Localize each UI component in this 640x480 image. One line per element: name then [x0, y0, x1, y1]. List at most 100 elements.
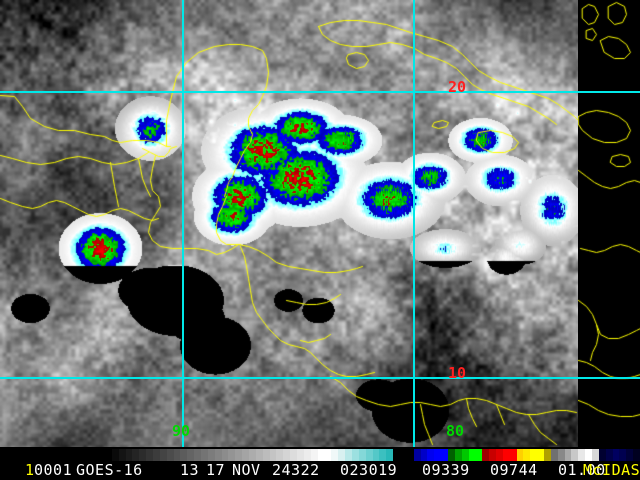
colorbar-swatch: [221, 449, 229, 461]
colorbar-swatch: [290, 449, 298, 461]
status-element-coord: 09744: [490, 461, 538, 479]
colorbar-swatch: [125, 449, 133, 461]
status-day: 17: [206, 461, 226, 479]
colorbar-swatch: [447, 449, 455, 461]
longitude-label: 80: [446, 422, 465, 440]
colorbar-swatch: [427, 449, 435, 461]
colorbar-swatch: [406, 449, 414, 461]
colorbar-swatch: [214, 449, 222, 461]
colorbar-swatch: [242, 449, 250, 461]
colorbar-swatch: [420, 449, 428, 461]
colorbar-swatch: [365, 449, 373, 461]
colorbar-swatch: [139, 449, 147, 461]
status-time-utc: 023019: [340, 461, 398, 479]
parallel-line: [0, 91, 640, 93]
colorbar-swatch: [585, 449, 593, 461]
satellite-image-canvas: [0, 0, 578, 447]
colorbar-swatch: [166, 449, 174, 461]
status-satellite: GOES-16: [76, 461, 143, 479]
colorbar-swatch: [351, 449, 359, 461]
colorbar-swatch: [530, 449, 538, 461]
colorbar-swatch: [386, 449, 394, 461]
status-month: NOV: [232, 461, 261, 479]
colorbar-swatch: [249, 449, 256, 461]
colorbar-swatch: [118, 449, 126, 461]
colorbar-swatch: [571, 449, 579, 461]
colorbar-swatch: [146, 449, 154, 461]
colorbar-swatch: [283, 449, 291, 461]
no-data-region: [578, 0, 640, 447]
colorbar-swatch: [578, 449, 586, 461]
colorbar-swatch: [475, 449, 483, 461]
status-line-coord: 09339: [422, 461, 470, 479]
colorbar-swatch: [379, 449, 387, 461]
colorbar-swatch: [550, 449, 558, 461]
latitude-label: 20: [448, 78, 467, 96]
colorbar-swatch: [303, 449, 311, 461]
colorbar-swatch: [262, 449, 270, 461]
colorbar-swatch: [454, 449, 462, 461]
colorbar-swatch: [482, 449, 490, 461]
graticule-overlay: 90 80 20 10: [0, 0, 640, 447]
colorbar-swatch: [173, 449, 181, 461]
colorbar-swatch: [153, 449, 160, 461]
colorbar-swatch: [345, 449, 352, 461]
colorbar-swatch: [187, 449, 195, 461]
meridian-line: [413, 0, 415, 447]
status-brand: McIDAS: [583, 461, 640, 479]
colorbar-swatch: [612, 449, 620, 461]
status-bar: 1 0001 GOES-16 13 17 NOV 24322 023019 09339 09744…: [0, 447, 640, 480]
colorbar-swatch: [523, 449, 531, 461]
colorbar-swatch: [372, 449, 380, 461]
status-frame-index: 1: [25, 461, 35, 479]
colorbar-swatch: [159, 449, 167, 461]
colorbar-swatch: [413, 449, 421, 461]
colorbar-swatch: [516, 449, 524, 461]
enhancement-color-bar: [105, 449, 640, 461]
map-outline-overlay: [578, 0, 640, 447]
colorbar-swatch: [598, 449, 606, 461]
colorbar-swatch: [105, 449, 112, 461]
colorbar-swatch: [441, 449, 448, 461]
colorbar-swatch: [111, 449, 119, 461]
infrared-cloud-imagery: [0, 0, 578, 447]
colorbar-swatch: [132, 449, 140, 461]
colorbar-swatch: [324, 449, 332, 461]
colorbar-swatch: [207, 449, 215, 461]
colorbar-swatch: [495, 449, 503, 461]
colorbar-swatch: [201, 449, 208, 461]
colorbar-swatch: [605, 449, 613, 461]
status-resolution: 01.00: [558, 461, 606, 479]
colorbar-swatch: [399, 449, 407, 461]
colorbar-swatch: [358, 449, 366, 461]
colorbar-swatch: [235, 449, 243, 461]
colorbar-swatch: [434, 449, 442, 461]
parallel-line: [0, 377, 640, 379]
colorbar-swatch: [564, 449, 572, 461]
colorbar-swatch: [269, 449, 277, 461]
colorbar-swatch: [502, 449, 510, 461]
status-frame-number: 0001: [34, 461, 73, 479]
colorbar-swatch: [310, 449, 318, 461]
meridian-line: [182, 0, 184, 447]
colorbar-swatch: [489, 449, 496, 461]
colorbar-swatch: [537, 449, 544, 461]
status-text-line: 1 0001 GOES-16 13 17 NOV 24322 023019 09339 09744…: [0, 461, 640, 480]
colorbar-swatch: [317, 449, 325, 461]
colorbar-swatch: [619, 449, 627, 461]
colorbar-swatch: [509, 449, 517, 461]
colorbar-swatch: [393, 449, 400, 461]
colorbar-swatch: [338, 449, 346, 461]
status-band: 13: [180, 461, 200, 479]
longitude-label: 90: [172, 422, 191, 440]
colorbar-swatch: [180, 449, 188, 461]
colorbar-swatch: [592, 449, 599, 461]
colorbar-swatch: [461, 449, 469, 461]
colorbar-swatch: [633, 449, 640, 461]
colorbar-swatch: [557, 449, 565, 461]
colorbar-swatch: [331, 449, 339, 461]
colorbar-swatch: [297, 449, 304, 461]
colorbar-swatch: [194, 449, 202, 461]
latitude-label: 10: [448, 364, 467, 382]
